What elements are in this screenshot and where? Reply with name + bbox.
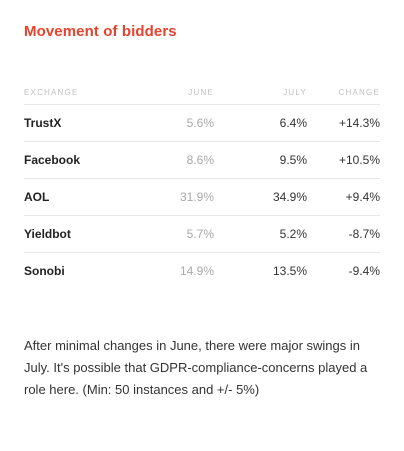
change-cell: +10.5% — [307, 141, 380, 179]
change-cell: -9.4% — [307, 252, 380, 289]
july-cell: 9.5% — [214, 141, 307, 179]
june-cell: 8.6% — [134, 141, 214, 179]
june-cell: 5.7% — [134, 215, 214, 253]
table-row: AOL 31.9% 34.9% +9.4% — [24, 178, 380, 216]
table-header-row: EXCHANGE JUNE JULY CHANGE — [24, 80, 380, 105]
column-header-july: JULY — [283, 87, 307, 97]
column-header-june: JUNE — [188, 87, 214, 97]
column-header-exchange: EXCHANGE — [24, 87, 79, 97]
july-cell: 13.5% — [214, 252, 307, 289]
exchange-cell: Facebook — [24, 141, 134, 179]
june-cell: 14.9% — [134, 252, 214, 289]
footnote-text: After minimal changes in June, there wer… — [24, 338, 368, 397]
table-row: Sonobi 14.9% 13.5% -9.4% — [24, 252, 380, 289]
july-cell: 6.4% — [214, 104, 307, 142]
change-cell: +14.3% — [307, 104, 380, 142]
card-title: Movement of bidders — [24, 23, 177, 40]
june-cell: 5.6% — [134, 104, 214, 142]
change-cell: +9.4% — [307, 178, 380, 216]
june-cell: 31.9% — [134, 178, 214, 216]
july-cell: 34.9% — [214, 178, 307, 216]
exchange-cell: Yieldbot — [24, 215, 134, 253]
exchange-cell: AOL — [24, 178, 134, 216]
table-row: Yieldbot 5.7% 5.2% -8.7% — [24, 215, 380, 253]
bidders-table: EXCHANGE JUNE JULY CHANGE TrustX 5.6% 6.… — [24, 80, 380, 289]
change-cell: -8.7% — [307, 215, 380, 253]
table-row: Facebook 8.6% 9.5% +10.5% — [24, 141, 380, 179]
july-cell: 5.2% — [214, 215, 307, 253]
column-header-change: CHANGE — [338, 87, 380, 97]
table-row: TrustX 5.6% 6.4% +14.3% — [24, 104, 380, 142]
exchange-cell: TrustX — [24, 104, 134, 142]
exchange-cell: Sonobi — [24, 252, 134, 289]
